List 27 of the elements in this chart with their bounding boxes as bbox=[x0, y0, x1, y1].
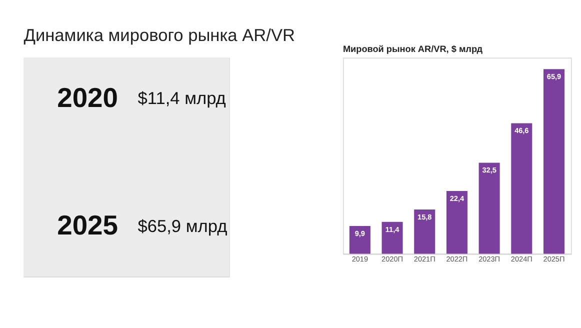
bar bbox=[446, 191, 468, 254]
x-tick-label: 2020П bbox=[382, 254, 403, 264]
x-tick-label: 2024П bbox=[510, 254, 532, 264]
data-label: 22,4 bbox=[450, 194, 465, 204]
bar bbox=[349, 226, 370, 254]
text: 2025 bbox=[57, 210, 118, 241]
chart-title: Мировой рынок AR/VR, $ млрд bbox=[342, 44, 483, 54]
data-label: 65,9 bbox=[546, 72, 562, 82]
text: $11,4 млрд bbox=[138, 88, 226, 108]
text: 2020 bbox=[57, 82, 118, 113]
bar bbox=[543, 69, 564, 254]
x-tick-label: 2023П bbox=[478, 254, 500, 264]
bar bbox=[511, 123, 532, 254]
bar bbox=[478, 162, 500, 254]
text: Динамика мирового рынка AR/VR bbox=[24, 25, 296, 46]
bar bbox=[414, 209, 436, 254]
data-label: 9,9 bbox=[354, 229, 365, 238]
data-label: 15,8 bbox=[418, 212, 432, 222]
bar bbox=[382, 222, 403, 254]
x-tick-label: 2022П bbox=[446, 254, 468, 264]
data-label: 32,5 bbox=[482, 166, 496, 175]
x-tick-label: 2019 bbox=[352, 254, 368, 264]
x-tick-label: 2025П bbox=[543, 254, 565, 264]
data-label: 11,4 bbox=[385, 224, 400, 234]
text: $65,9 млрд bbox=[138, 216, 228, 236]
x-tick-label: 2021П bbox=[414, 254, 436, 264]
data-label: 46,6 bbox=[514, 126, 529, 136]
